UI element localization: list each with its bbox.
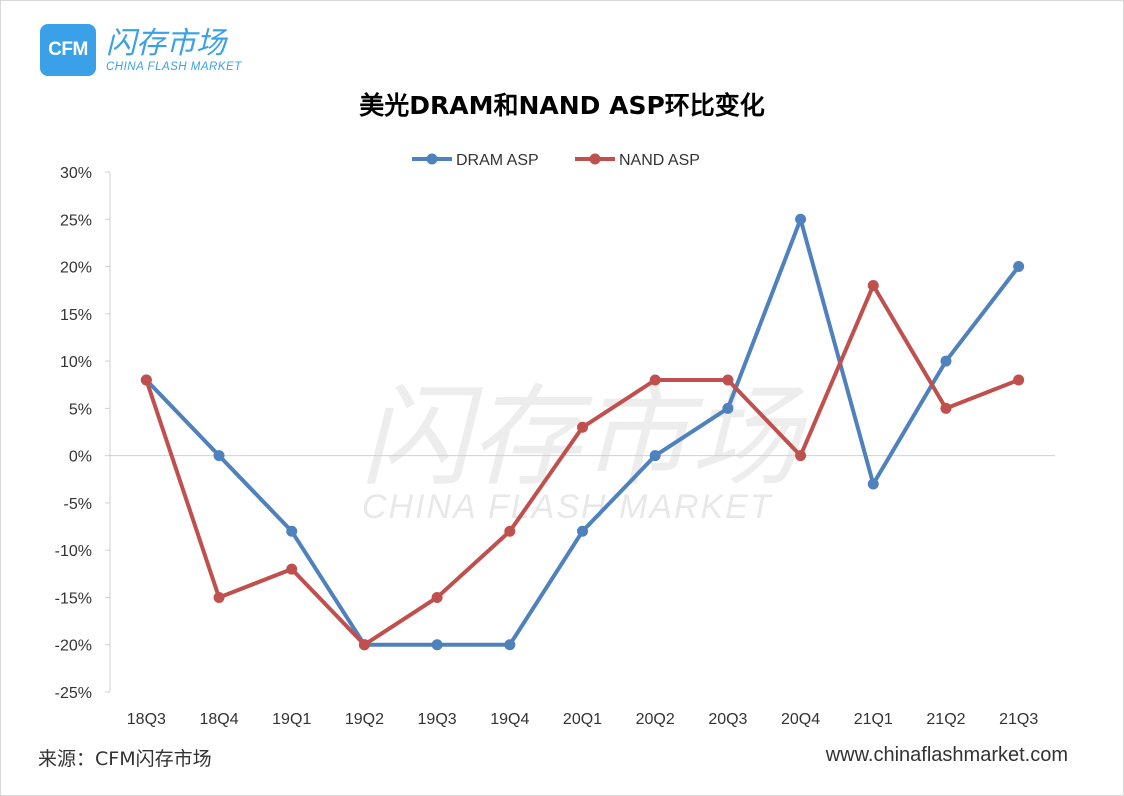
data-point xyxy=(358,639,370,651)
data-point xyxy=(867,478,879,490)
x-tick-label: 19Q1 xyxy=(272,711,311,728)
data-point xyxy=(286,563,298,575)
y-tick-label: 20% xyxy=(60,260,92,277)
legend-label: DRAM ASP xyxy=(456,152,539,169)
website-url: www.chinaflashmarket.com xyxy=(825,744,1068,766)
logo-name-en: CHINA FLASH MARKET xyxy=(106,61,242,73)
x-tick-label: 18Q3 xyxy=(127,711,166,728)
x-tick-label: 20Q3 xyxy=(708,711,747,728)
data-point xyxy=(140,374,152,386)
x-tick-label: 21Q2 xyxy=(926,711,965,728)
y-tick-label: -25% xyxy=(55,685,92,702)
x-tick-label: 18Q4 xyxy=(199,711,238,728)
data-point xyxy=(722,374,734,386)
x-tick-label: 20Q1 xyxy=(563,711,602,728)
y-tick-label: 0% xyxy=(69,449,92,466)
legend: DRAM ASP NAND ASP xyxy=(412,152,700,169)
data-point xyxy=(795,213,807,225)
data-point xyxy=(213,591,225,603)
y-tick-label: 5% xyxy=(69,401,92,418)
x-tick-label: 19Q3 xyxy=(418,711,457,728)
source-note: 来源：CFM闪存市场 xyxy=(38,748,212,770)
y-tick-label: -5% xyxy=(64,496,92,513)
y-tick-label: 25% xyxy=(60,212,92,229)
data-point xyxy=(577,525,588,537)
data-point xyxy=(1013,374,1025,386)
data-point xyxy=(286,525,298,537)
legend-item: NAND ASP xyxy=(575,152,700,169)
data-point xyxy=(722,402,734,414)
legend-label: NAND ASP xyxy=(619,152,700,169)
y-tick-label: -15% xyxy=(55,590,92,607)
x-tick-label: 21Q3 xyxy=(999,711,1038,728)
data-point xyxy=(577,421,588,433)
watermark-en: CHINA FLASH MARKET xyxy=(362,488,773,526)
legend-swatch-marker xyxy=(589,153,601,165)
logo-name-cn: 闪存市场 xyxy=(106,26,226,61)
y-tick-label: 15% xyxy=(60,307,92,324)
data-point xyxy=(504,525,516,537)
brand-logo: CFM 闪存市场 CHINA FLASH MARKET xyxy=(40,24,242,76)
legend-swatch-marker xyxy=(426,153,438,165)
data-point xyxy=(1013,261,1025,273)
legend-item: DRAM ASP xyxy=(412,152,539,169)
y-tick-label: 10% xyxy=(60,354,92,371)
data-point xyxy=(867,279,879,291)
data-point xyxy=(649,374,661,386)
data-point xyxy=(431,591,443,603)
data-point xyxy=(940,355,952,367)
axes: 30% 25% 20% 15% 10% 5% 0% -5% -10% -15% -20% -25% 18… xyxy=(55,165,1055,728)
chart-title: 美光DRAM和NAND ASP环比变化 xyxy=(359,91,765,120)
data-point xyxy=(431,639,443,651)
data-point xyxy=(504,639,516,651)
series-nand-asp xyxy=(140,279,1025,651)
data-point xyxy=(213,450,225,462)
logo-badge: CFM xyxy=(40,24,96,76)
data-point xyxy=(795,450,807,462)
x-tick-label: 19Q2 xyxy=(345,711,384,728)
data-point xyxy=(940,402,952,414)
x-tick-label: 20Q2 xyxy=(636,711,675,728)
x-tick-label: 19Q4 xyxy=(490,711,529,728)
logo-wordmark: 闪存市场 CHINA FLASH MARKET xyxy=(106,26,242,74)
series-layer xyxy=(140,213,1025,651)
x-tick-label: 20Q4 xyxy=(781,711,820,728)
y-tick-label: -20% xyxy=(55,638,92,655)
data-point xyxy=(649,450,661,462)
y-tick-label: -10% xyxy=(55,543,92,560)
x-tick-label: 21Q1 xyxy=(854,711,893,728)
y-tick-label: 30% xyxy=(60,165,92,182)
